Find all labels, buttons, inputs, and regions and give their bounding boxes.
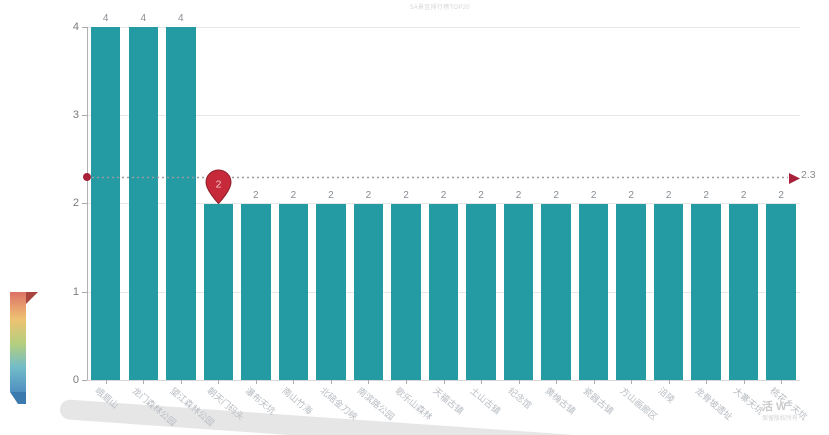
svg-text:2: 2 xyxy=(216,179,222,191)
